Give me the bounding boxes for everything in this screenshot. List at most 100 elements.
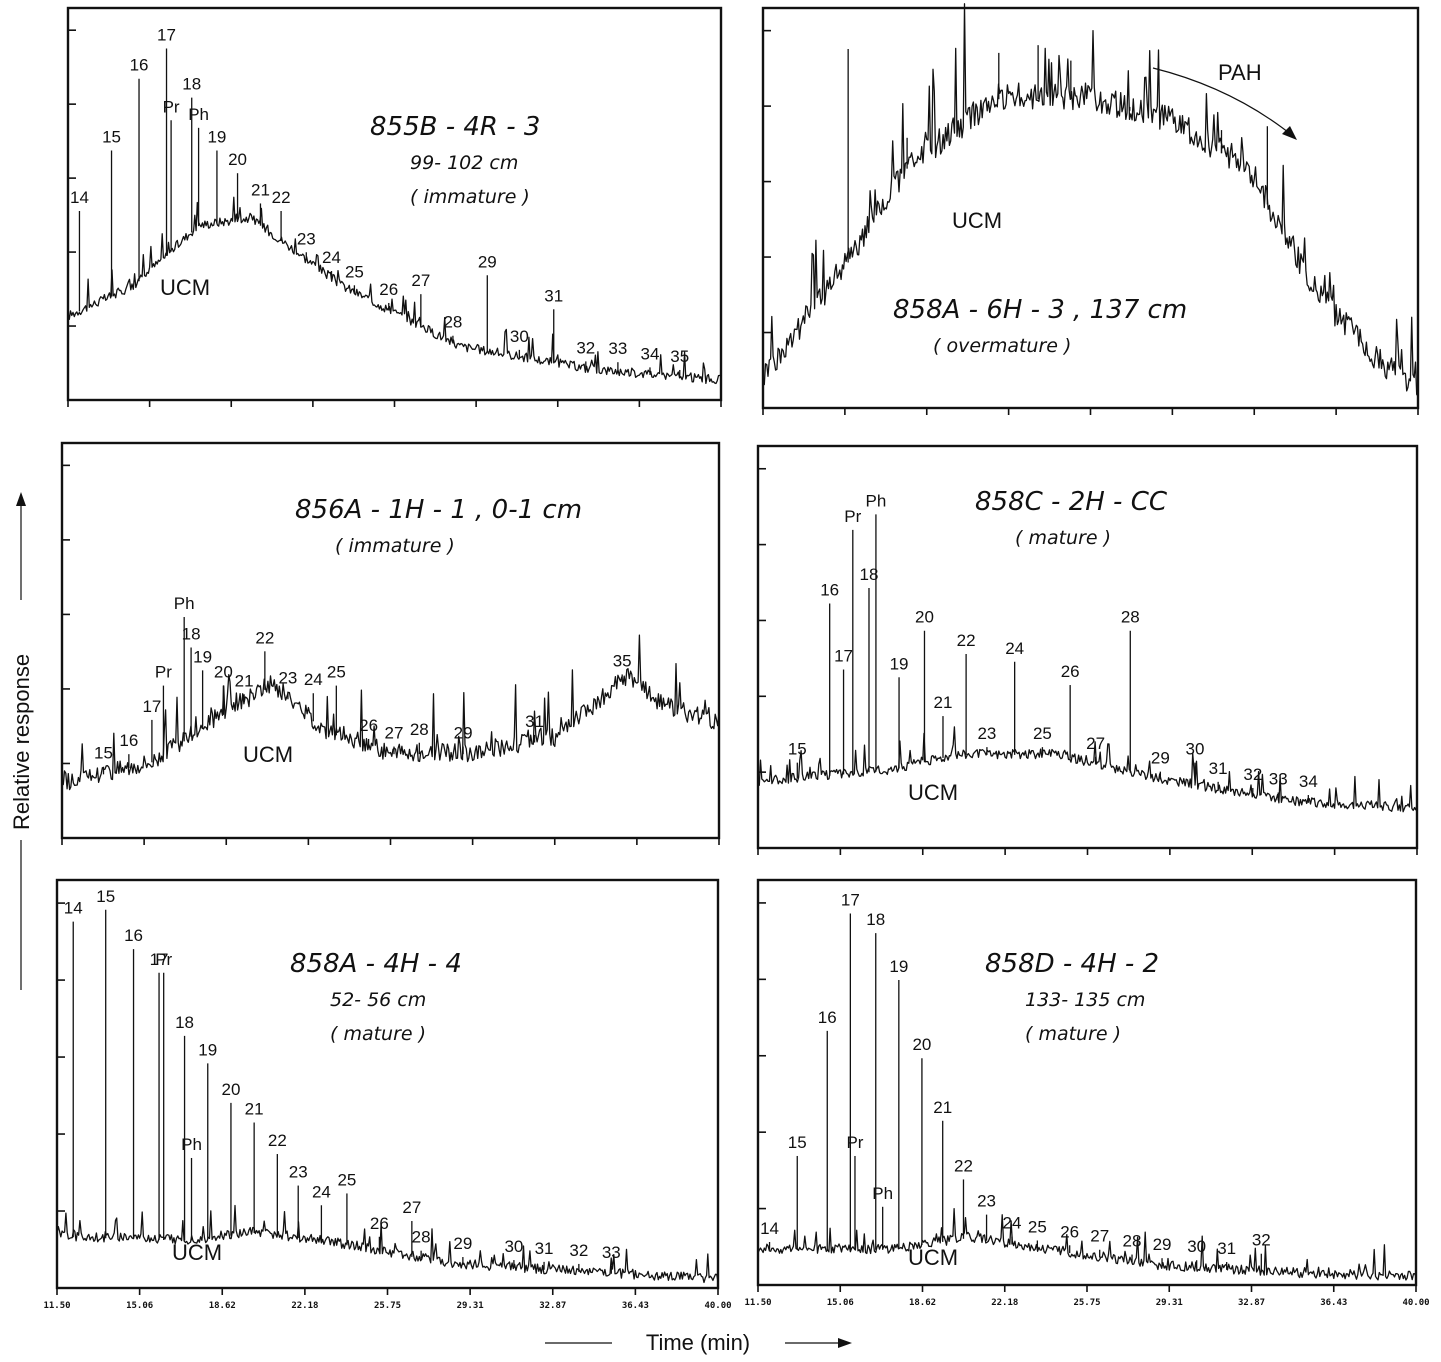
peak-label: 21: [235, 671, 254, 690]
peak-label: 23: [278, 669, 297, 688]
peak-label: 17: [142, 697, 161, 716]
peak-label: Pr: [163, 97, 180, 116]
peak-label: Pr: [846, 1133, 863, 1152]
ucm-label: UCM: [243, 742, 293, 767]
peak-label: 16: [818, 1008, 837, 1027]
peak-label: 23: [977, 1192, 996, 1211]
peak-label: 25: [327, 663, 346, 682]
x-tick-label: 18.62: [209, 1301, 236, 1311]
peak-label: 28: [410, 720, 429, 739]
peak-label: 26: [379, 280, 398, 299]
x-tick-label: 29.31: [457, 1301, 484, 1311]
peak-label: 21: [245, 1100, 264, 1119]
peak-label: 17: [157, 25, 176, 44]
peak-label: 20: [221, 1080, 240, 1099]
peak-label: 15: [788, 1133, 807, 1152]
peak-label: Pr: [155, 663, 172, 682]
peak-label: 14: [70, 188, 89, 207]
x-tick-label: 11.50: [43, 1301, 70, 1311]
peak-label: 24: [322, 248, 341, 267]
peak-label: 35: [613, 651, 632, 670]
peak-label: 18: [182, 625, 201, 644]
sample-detail: 52- 56 cm: [330, 989, 426, 1011]
ucm-label: UCM: [952, 208, 1002, 233]
peak-label: 32: [1252, 1231, 1271, 1250]
x-tick-label: 25.75: [1073, 1298, 1100, 1308]
peak-label: 19: [890, 654, 909, 673]
peak-label: 31: [535, 1239, 554, 1258]
y-axis-label: Relative response: [9, 654, 34, 830]
peak-label: 30: [1187, 1237, 1206, 1256]
x-tick-label: 15.06: [126, 1301, 153, 1311]
x-tick-label: 40.00: [1402, 1298, 1429, 1308]
x-axis-label: Time (min): [646, 1330, 750, 1355]
sample-id: 858A - 4H - 4: [290, 949, 462, 979]
ucm-label: UCM: [908, 1245, 958, 1270]
peak-label: 17: [834, 647, 853, 666]
peak-label: 29: [454, 724, 473, 743]
peak-label: 19: [193, 647, 212, 666]
peak-label: 29: [453, 1234, 472, 1253]
peak-label: 25: [1028, 1217, 1047, 1236]
peak-label: 33: [608, 339, 627, 358]
peak-label: 31: [1209, 759, 1228, 778]
peak-label: 22: [272, 188, 291, 207]
peak-label: 24: [1005, 639, 1024, 658]
peak-label: 23: [977, 724, 996, 743]
y-axis-arrow-head: [16, 492, 26, 506]
sample-id: 858D - 4H - 2: [985, 949, 1159, 979]
peak-label: 16: [119, 731, 138, 750]
peak-label: 19: [207, 128, 226, 147]
peak-label: 27: [402, 1198, 421, 1217]
x-tick-label: 22.18: [991, 1298, 1018, 1308]
x-tick-label: 32.87: [1238, 1298, 1265, 1308]
peak-label: 18: [175, 1013, 194, 1032]
peak-label: 33: [602, 1243, 621, 1262]
peak-label: 21: [933, 1098, 952, 1117]
peak-label: 34: [641, 344, 660, 363]
chromatogram-trace: [56, 1204, 719, 1284]
peak-label: 16: [130, 56, 149, 75]
peak-label: 22: [268, 1131, 287, 1150]
peak-label: 20: [214, 663, 233, 682]
x-tick-label: 36.43: [1320, 1298, 1347, 1308]
peak-label: 16: [124, 926, 143, 945]
peak-label: 28: [1121, 608, 1140, 627]
peak-label: 19: [889, 957, 908, 976]
peak-label: Ph: [174, 594, 195, 613]
peak-label: 14: [64, 899, 83, 918]
peak-label: 25: [345, 262, 364, 281]
chromatogram-trace: [757, 1208, 1417, 1281]
x-tick-label: 22.18: [291, 1301, 318, 1311]
peak-label: 16: [820, 581, 839, 600]
peak-label: 29: [1151, 749, 1170, 768]
peak-label: 24: [1003, 1214, 1022, 1233]
peak-label: Ph: [872, 1184, 893, 1203]
peak-label: 22: [954, 1156, 973, 1175]
y-axis-label-group: Relative response: [9, 492, 34, 990]
peak-label: Pr: [155, 950, 172, 969]
sample-detail: ( mature ): [330, 1023, 426, 1045]
peak-label: 35: [670, 347, 689, 366]
peak-label: 22: [255, 628, 274, 647]
x-axis-arrow-head: [838, 1338, 852, 1348]
peak-label: 26: [1060, 1222, 1079, 1241]
pah-arrow: [1152, 67, 1294, 137]
peak-label: 26: [359, 716, 378, 735]
peak-label: 15: [94, 744, 113, 763]
peak-label: 28: [1123, 1232, 1142, 1251]
chromatogram-trace: [762, 3, 1419, 397]
sample-detail: ( mature ): [1015, 527, 1111, 549]
peak-label: 29: [478, 252, 497, 271]
x-tick-label: 15.06: [827, 1298, 854, 1308]
peak-label: 30: [504, 1237, 523, 1256]
peak-label: 20: [915, 608, 934, 627]
peak-label: Ph: [188, 105, 209, 124]
peak-label: 27: [1086, 734, 1105, 753]
peak-label: 28: [443, 313, 462, 332]
